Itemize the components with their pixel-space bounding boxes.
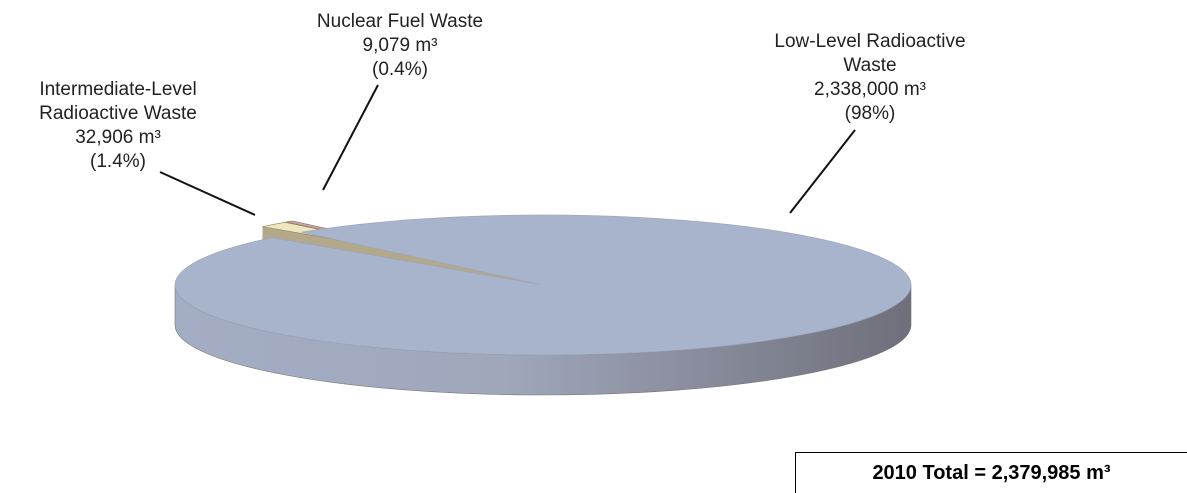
category-label: Low-Level Radioactive Waste <box>774 31 966 76</box>
value-label: 9,079 m³ <box>362 35 438 56</box>
percent-label: (0.4%) <box>372 59 428 80</box>
annotation: 2010 Total = 2,379,985 m³ <box>872 461 1111 484</box>
percent-label: (98%) <box>844 103 896 124</box>
value-label: 2,338,000 m³ <box>814 79 926 100</box>
pie-slice <box>174 214 912 356</box>
pie <box>174 214 912 396</box>
total-box: 2010 Total = 2,379,985 m³ <box>795 452 1187 493</box>
value-label: 32,906 m³ <box>75 127 161 148</box>
leader-line <box>159 171 256 216</box>
category-label: Intermediate-Level Radioactive Waste <box>39 79 197 124</box>
percent-label: (1.4%) <box>90 151 146 172</box>
slice-label: Intermediate-Level Radioactive Waste 32,… <box>3 78 233 174</box>
leader-line <box>789 129 856 214</box>
slice-label: Nuclear Fuel Waste 9,079 m³ (0.4%) <box>317 10 483 82</box>
category-label: Nuclear Fuel Waste <box>316 11 484 32</box>
slice-label: Low-Level Radioactive Waste 2,338,000 m³… <box>770 30 970 126</box>
leader-line <box>322 84 379 191</box>
